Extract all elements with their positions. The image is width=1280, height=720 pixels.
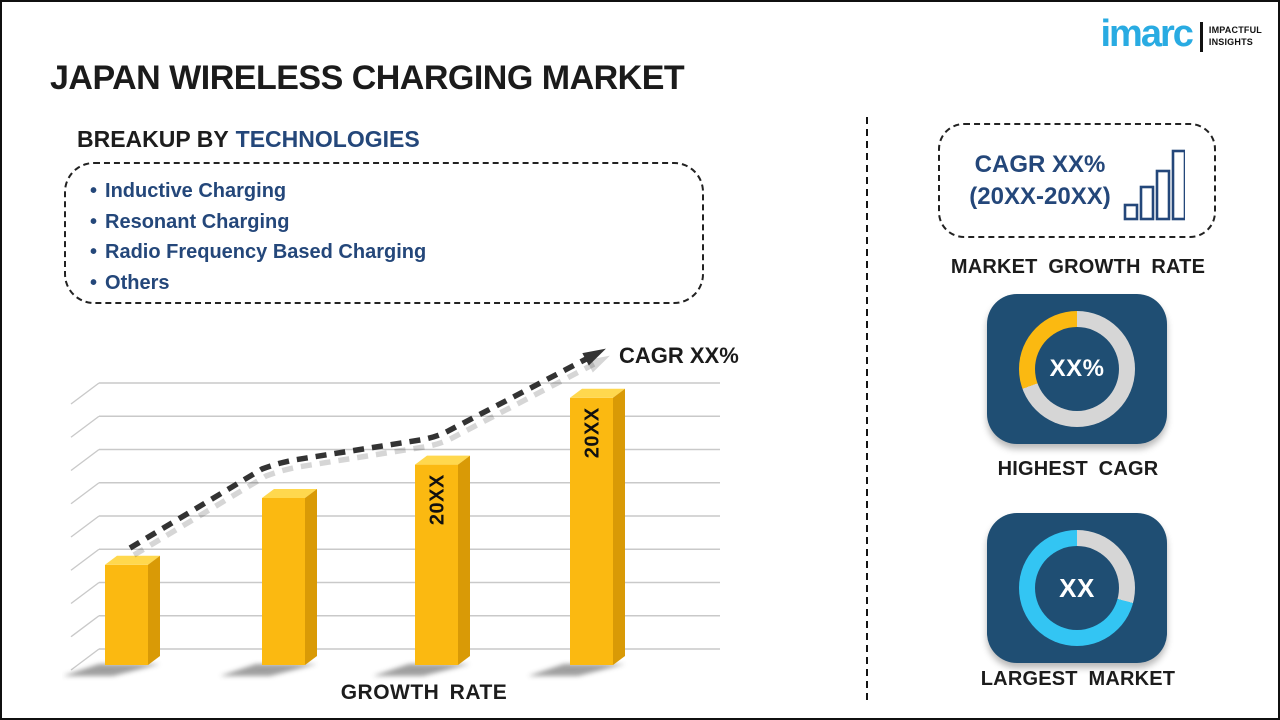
donut-hole: XX — [1035, 546, 1119, 630]
cagr-line1: CAGR XX% — [974, 151, 1106, 179]
bullet-icon: • — [90, 271, 98, 294]
list-item: • Others — [90, 268, 684, 299]
bar-chart-icon — [1123, 149, 1185, 220]
largest-market-card: XX — [987, 513, 1167, 663]
growth-rate-chart: 20XX 20XX CAGR XX% GROWTH RATE — [62, 335, 742, 712]
trend-arrow-shadow — [132, 355, 610, 558]
list-item: • Inductive Charging — [90, 176, 684, 207]
donut-chart-highest-cagr: XX% — [1019, 311, 1135, 427]
list-item: • Radio Frequency Based Charging — [90, 237, 684, 268]
technologies-list-box: • Inductive Charging • Resonant Charging •… — [64, 162, 704, 304]
list-item-label: Inductive Charging — [105, 180, 287, 202]
x-axis-label: GROWTH RATE — [341, 681, 508, 704]
section-divider — [866, 117, 868, 702]
market-growth-rate-label: MARKET GROWTH RATE — [950, 256, 1206, 278]
chart-bars: 20XX 20XX — [63, 388, 625, 676]
imarc-logo: imarc IMPACTFUL INSIGHTS — [1100, 15, 1262, 53]
cagr-text: CAGR XX% (20XX-20XX) — [969, 149, 1110, 211]
donut-chart-largest-market: XX — [1019, 530, 1135, 646]
imarc-wordmark: imarc — [1100, 13, 1193, 55]
bullet-icon: • — [90, 210, 98, 233]
list-item-label: Others — [105, 271, 170, 294]
breakup-heading-highlight: TECHNOLOGIES — [235, 126, 420, 152]
logo-tagline-line2: INSIGHTS — [1208, 37, 1253, 47]
donut-hole: XX% — [1035, 327, 1119, 411]
market-growth-rate-box: CAGR XX% (20XX-20XX) — [938, 123, 1216, 238]
growth-rate-bar-chart: 20XX 20XX CAGR XX% GROWTH RATE — [63, 343, 739, 704]
highest-cagr-label: HIGHEST CAGR — [997, 458, 1159, 480]
bullet-icon: • — [90, 180, 98, 202]
breakup-heading-prefix: BREAKUP BY — [77, 126, 229, 152]
list-item-label: Radio Frequency Based Charging — [105, 241, 427, 263]
svg-text:20XX: 20XX — [582, 407, 604, 458]
bullet-icon: • — [90, 241, 98, 263]
list-item: • Resonant Charging — [90, 207, 684, 238]
largest-market-label: LARGEST MARKET — [980, 668, 1176, 690]
logo-divider — [1199, 22, 1203, 52]
page-title: JAPAN WIRELESS CHARGING MARKET — [50, 59, 685, 97]
highest-cagr-value: XX% — [1049, 355, 1105, 382]
logo-tagline: IMPACTFUL INSIGHTS — [1209, 25, 1262, 48]
breakup-heading: BREAKUP BY TECHNOLOGIES — [77, 126, 420, 153]
largest-market-value: XX — [1059, 572, 1095, 603]
trend-label: CAGR XX% — [619, 343, 739, 368]
list-item-label: Resonant Charging — [105, 210, 290, 233]
trend-arrow-icon — [128, 348, 606, 551]
highest-cagr-card: XX% — [987, 294, 1167, 444]
logo-tagline-line1: IMPACTFUL — [1208, 25, 1262, 36]
cagr-line2: (20XX-20XX) — [969, 182, 1111, 210]
svg-text:20XX: 20XX — [427, 474, 449, 525]
